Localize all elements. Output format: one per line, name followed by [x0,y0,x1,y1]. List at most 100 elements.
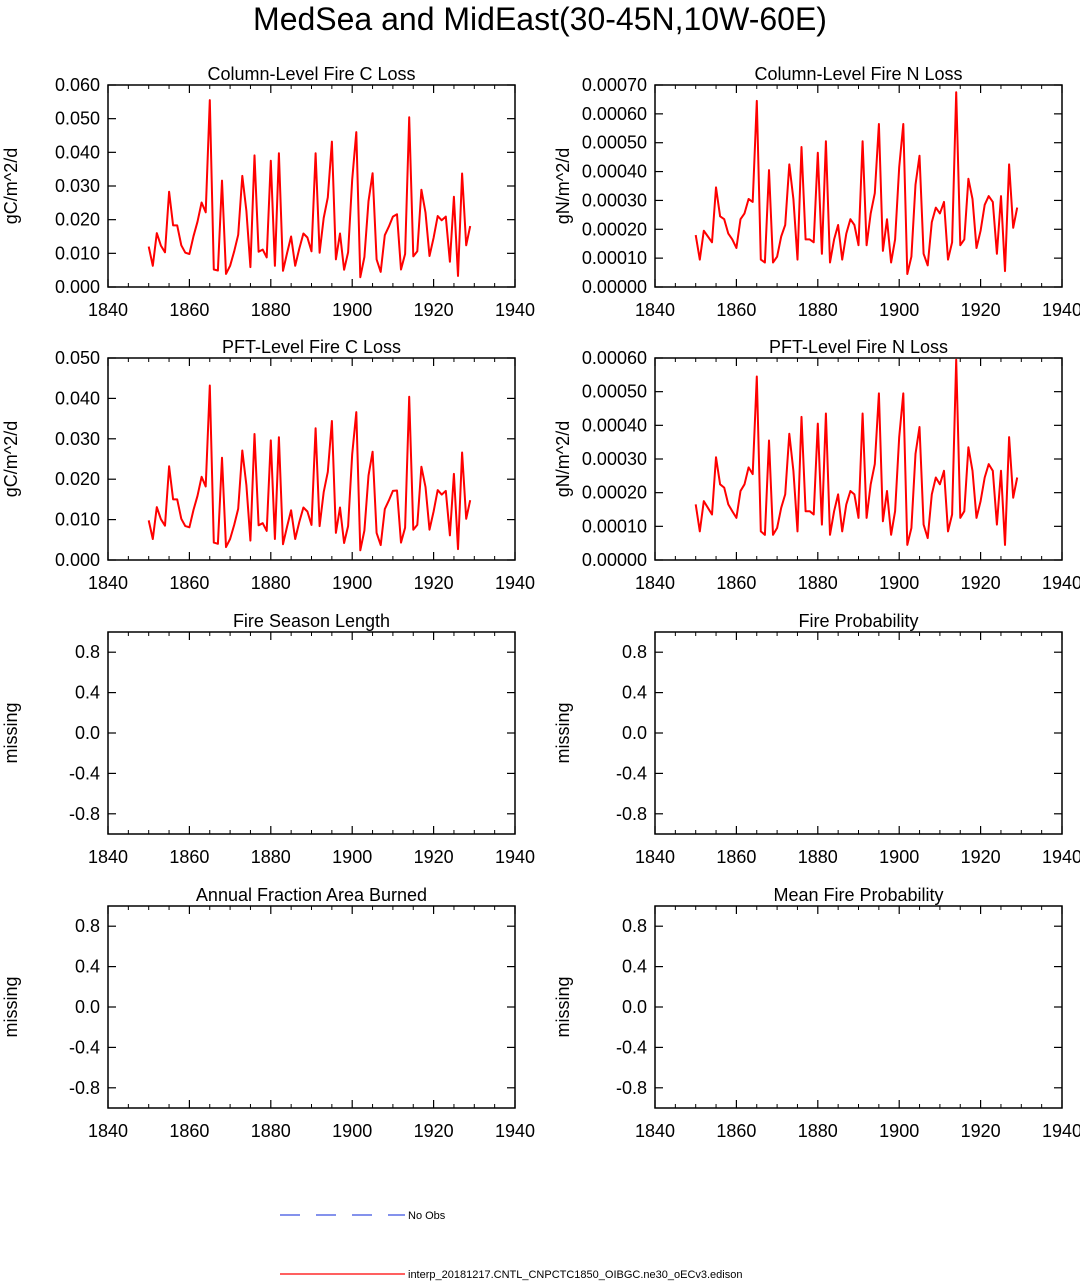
y-tick-label: 0.00000 [582,550,647,570]
x-tick-label: 1920 [414,573,454,593]
x-tick-label: 1900 [332,573,372,593]
x-tick-label: 1840 [635,300,675,320]
x-tick-label: 1860 [169,573,209,593]
y-tick-label: -0.4 [616,763,647,783]
y-tick-label: 0.00040 [582,415,647,435]
x-tick-label: 1860 [716,573,756,593]
panel-7: Annual Fraction Area Burned missing 1840 18… [1,885,535,1141]
y-tick-label: 0.4 [75,957,100,977]
y-axis-label: gN/m^2/d [553,421,573,497]
y-tick-label: 0.8 [75,916,100,936]
panel-6: Fire Probability missing 1840 1860 1880 1900 1… [553,611,1080,867]
y-tick-label: -0.8 [69,804,100,824]
y-tick-label: 0.010 [55,243,100,263]
x-tick-label: 1900 [879,1121,919,1141]
x-tick-label: 1920 [414,300,454,320]
x-tick-label: 1860 [169,300,209,320]
x-tick-label: 1900 [879,847,919,867]
y-tick-label: 0.030 [55,176,100,196]
x-tick-label: 1840 [88,300,128,320]
y-tick-label: 0.040 [55,388,100,408]
y-tick-label: 0.020 [55,210,100,230]
x-tick-label: 1920 [961,1121,1001,1141]
x-tick-label: 1920 [961,847,1001,867]
panel-title: Column-Level Fire N Loss [754,64,962,84]
y-tick-label: -0.8 [616,804,647,824]
y-tick-label: 0.00060 [582,104,647,124]
y-axis-label: missing [1,976,21,1037]
x-tick-label: 1900 [879,573,919,593]
x-tick-label: 1860 [716,1121,756,1141]
panel-title: Annual Fraction Area Burned [196,885,427,905]
y-tick-label: 0.00000 [582,277,647,297]
x-tick-label: 1940 [495,847,535,867]
y-tick-label: 0.050 [55,109,100,129]
panel-title: Mean Fire Probability [773,885,943,905]
x-tick-label: 1880 [251,1121,291,1141]
x-tick-label: 1880 [251,573,291,593]
x-tick-label: 1900 [879,300,919,320]
legend: No Obs interp_20181217.CNTL_CNPCTC1850_O… [280,1210,742,1281]
x-tick-label: 1840 [635,847,675,867]
y-tick-label: 0.00050 [582,133,647,153]
y-tick-label: 0.000 [55,277,100,297]
x-tick-label: 1880 [798,300,838,320]
y-tick-label: 0.020 [55,469,100,489]
series-line [147,384,472,552]
x-tick-label: 1880 [798,847,838,867]
x-tick-label: 1880 [251,300,291,320]
y-axis-label: missing [553,702,573,763]
y-tick-label: 0.000 [55,550,100,570]
plot-frame [654,905,1063,1109]
y-tick-label: 0.00030 [582,449,647,469]
y-tick-label: 0.8 [622,642,647,662]
y-tick-label: 0.4 [622,683,647,703]
panel-4: PFT-Level Fire N Loss gN/m^2/d 1840 1860 188… [553,337,1080,593]
y-tick-label: 0.00040 [582,162,647,182]
panel-title: Fire Probability [798,611,918,631]
figure-title: MedSea and MidEast(30-45N,10W-60E) [253,1,827,37]
x-tick-label: 1860 [716,847,756,867]
panel-title: PFT-Level Fire C Loss [222,337,401,357]
y-tick-label: 0.8 [622,916,647,936]
x-tick-label: 1860 [716,300,756,320]
plot-frame [654,84,1063,288]
y-tick-label: 0.8 [75,642,100,662]
y-tick-label: 0.040 [55,142,100,162]
plot-frame [107,357,516,561]
x-tick-label: 1940 [1042,300,1080,320]
legend-no-obs-label: No Obs [408,1210,446,1222]
y-axis-label: missing [553,976,573,1037]
panel-5: Fire Season Length missing 1840 1860 1880 190… [1,611,535,867]
x-tick-label: 1900 [332,847,372,867]
x-tick-label: 1860 [169,847,209,867]
x-tick-label: 1940 [495,1121,535,1141]
y-tick-label: 0.4 [75,683,100,703]
x-tick-label: 1860 [169,1121,209,1141]
series-line [147,99,472,279]
x-tick-label: 1840 [88,573,128,593]
x-tick-label: 1880 [251,847,291,867]
x-tick-label: 1940 [1042,1121,1080,1141]
series-line [694,91,1019,275]
y-tick-label: 0.00020 [582,219,647,239]
y-tick-label: 0.00020 [582,483,647,503]
legend-model-label: interp_20181217.CNTL_CNPCTC1850_OIBGC.ne… [408,1269,742,1281]
y-tick-label: 0.010 [55,510,100,530]
y-tick-label: 0.00060 [582,348,647,368]
y-axis-label: gC/m^2/d [1,421,21,497]
y-axis-label: gN/m^2/d [553,148,573,224]
panel-2: Column-Level Fire N Loss gN/m^2/d 1840 1860… [553,64,1080,320]
plot-frame [107,631,516,835]
panels: Column-Level Fire C Loss gC/m^2/d 1840 1860… [1,64,1080,1141]
y-tick-label: 0.00010 [582,516,647,536]
y-tick-label: 0.00010 [582,248,647,268]
x-tick-label: 1900 [332,300,372,320]
y-axis-label: missing [1,702,21,763]
y-tick-label: 0.00030 [582,190,647,210]
y-tick-label: -0.4 [69,1037,100,1057]
x-tick-label: 1840 [88,847,128,867]
x-tick-label: 1940 [495,573,535,593]
x-tick-label: 1920 [961,573,1001,593]
